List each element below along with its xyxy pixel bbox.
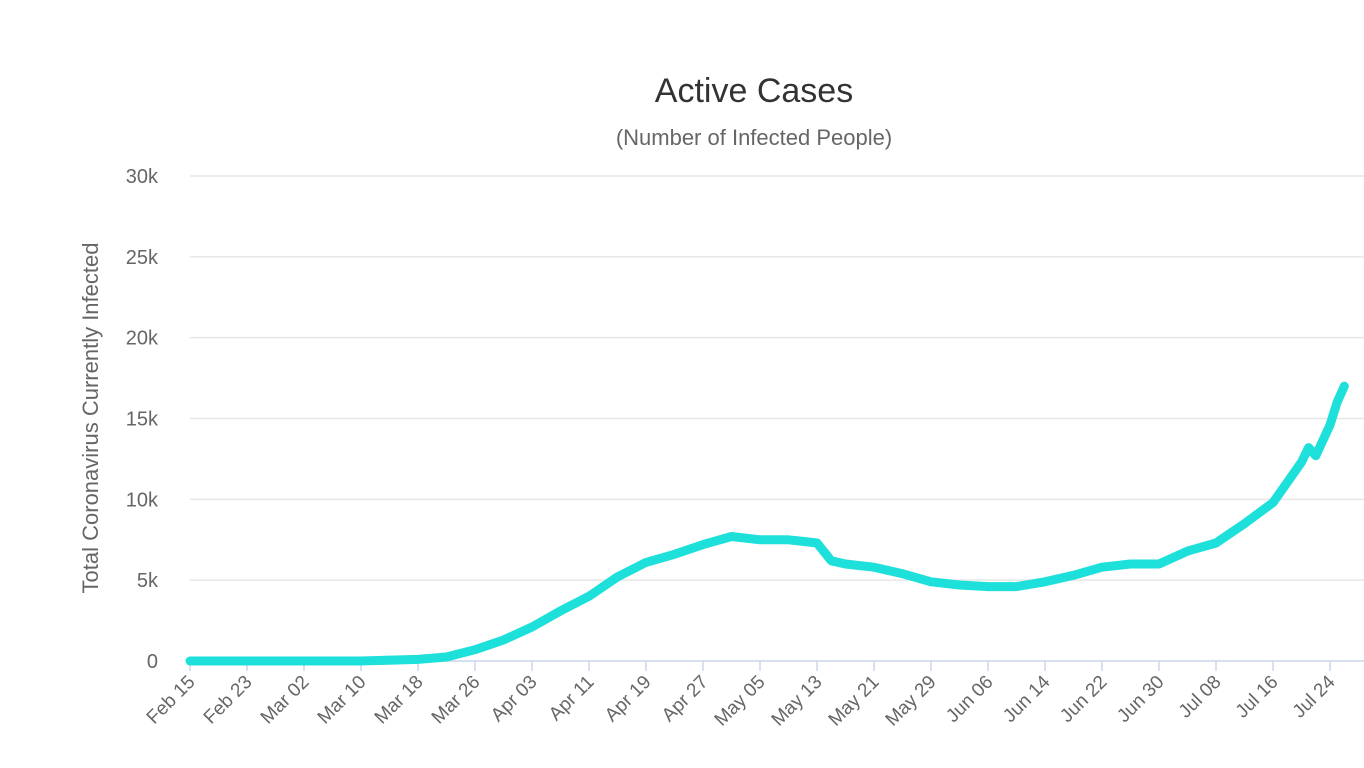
x-tick-label: Mar 26	[428, 672, 485, 729]
x-tick-label: May 05	[711, 672, 770, 731]
chart-title: Active Cases	[655, 72, 853, 110]
y-tick-label: 10k	[126, 489, 159, 511]
data-point	[788, 539, 789, 541]
y-axis-ticks: 0 5k 10k 15k 20k 25k 30k	[126, 166, 159, 673]
data-point	[987, 586, 989, 588]
data-point	[1329, 424, 1331, 426]
x-tick-label: May 29	[882, 672, 941, 731]
data-point	[1343, 385, 1345, 387]
y-tick-label: 25k	[126, 247, 159, 269]
data-point	[674, 553, 675, 555]
series-layer	[185, 381, 1349, 666]
data-point	[830, 560, 832, 562]
x-tick-label: May 13	[768, 672, 827, 731]
x-tick-label: Mar 10	[314, 672, 371, 729]
data-point	[1272, 502, 1274, 504]
data-point	[1158, 563, 1160, 565]
x-tick-label: May 21	[825, 672, 884, 731]
x-tick-label: Jun 22	[1056, 672, 1111, 727]
data-point	[645, 561, 647, 563]
y-tick-label: 30k	[126, 166, 159, 188]
x-tick-label: Apr 11	[545, 672, 598, 725]
y-tick-label: 15k	[126, 409, 159, 431]
x-tick-label: Jul 16	[1232, 672, 1283, 723]
data-point	[417, 658, 419, 660]
x-tick-label: Mar 02	[257, 672, 314, 729]
data-point	[731, 536, 732, 537]
data-point	[360, 660, 362, 662]
data-point	[1044, 581, 1046, 583]
data-point	[474, 649, 476, 651]
data-point	[759, 539, 761, 541]
x-tick-label: Apr 27	[658, 672, 712, 726]
x-tick-label: Mar 18	[371, 672, 428, 729]
gridlines	[190, 175, 1364, 662]
x-tick-label: Jun 14	[999, 671, 1054, 726]
x-tick-label: Jun 30	[1113, 672, 1168, 727]
x-tick-label: Jul 24	[1289, 671, 1340, 722]
data-point	[1130, 563, 1131, 565]
data-point	[1301, 461, 1302, 463]
data-point	[503, 639, 504, 641]
data-point	[617, 576, 618, 578]
chart-subtitle: (Number of Infected People)	[616, 125, 892, 150]
series-line	[185, 381, 1349, 666]
data-point	[1187, 550, 1188, 552]
data-point	[1101, 566, 1103, 568]
data-point	[1073, 574, 1074, 576]
data-point	[1308, 447, 1310, 449]
data-point	[816, 542, 818, 544]
data-point	[873, 566, 875, 568]
data-point	[1315, 455, 1317, 457]
data-point	[1215, 542, 1217, 544]
y-tick-label: 5k	[137, 570, 159, 592]
data-point	[930, 581, 932, 583]
data-point	[189, 660, 191, 662]
x-axis-ticks: Feb 15 Feb 23 Mar 02 Mar 10 Mar 18 Mar 26 Apr …	[143, 661, 1340, 731]
data-point	[1244, 523, 1245, 525]
x-tick-label: Apr 19	[601, 672, 655, 726]
data-point	[702, 544, 704, 546]
x-tick-label: Feb 23	[200, 672, 257, 729]
x-tick-label: Jun 06	[942, 672, 997, 727]
data-point	[588, 595, 590, 597]
y-tick-label: 20k	[126, 328, 159, 350]
x-tick-label: Feb 15	[143, 672, 200, 729]
data-point	[560, 610, 561, 612]
data-point	[959, 584, 960, 586]
data-point	[902, 573, 903, 575]
data-point	[1016, 586, 1017, 588]
data-point	[802, 540, 804, 542]
data-point	[1336, 401, 1338, 403]
x-tick-label: Jul 08	[1175, 672, 1226, 723]
data-point	[531, 626, 533, 628]
y-tick-label: 0	[147, 651, 158, 673]
data-point	[845, 563, 846, 565]
x-tick-label: Apr 03	[487, 672, 541, 726]
y-axis-label: Total Coronavirus Currently Infected	[78, 243, 103, 594]
data-point	[446, 656, 447, 658]
